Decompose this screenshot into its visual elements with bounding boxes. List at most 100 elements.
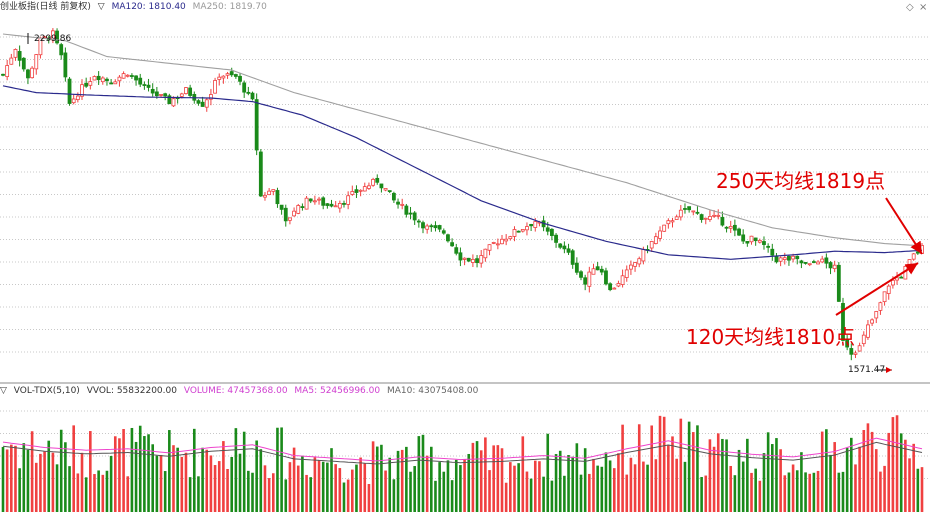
- candle-body: [204, 99, 209, 108]
- volume-bar: [741, 461, 745, 512]
- ma120-annotation: 120天均线1810点: [686, 325, 856, 349]
- volume-bar: [488, 470, 491, 512]
- candle-body: [782, 257, 787, 261]
- volume-bar: [704, 475, 708, 512]
- volume-bar: [746, 438, 749, 512]
- chart-title: 创业板指(日线 前复权): [0, 2, 91, 12]
- volume-bar: [563, 475, 566, 512]
- volume-bar: [604, 452, 608, 512]
- volume-bar: [371, 441, 375, 512]
- volume-bar: [463, 459, 466, 512]
- candle-body: [870, 319, 874, 324]
- volume-bar: [696, 425, 699, 512]
- candle-body: [836, 264, 841, 302]
- volume-bar: [879, 471, 882, 512]
- candle-body: [71, 98, 76, 104]
- volume-bar: [795, 470, 799, 512]
- menu-arrow-icon[interactable]: ▽: [0, 386, 7, 396]
- volume-bar: [596, 465, 599, 512]
- candle-body: [757, 240, 762, 243]
- volume-bar: [172, 445, 175, 512]
- volume-bar: [509, 462, 512, 512]
- candle-body: [737, 228, 741, 236]
- candle-body: [629, 264, 633, 270]
- volume-bar: [209, 455, 213, 512]
- volume-bar: [662, 416, 666, 512]
- candle-body: [853, 352, 858, 355]
- candle-body: [325, 203, 330, 206]
- candle-body: [26, 69, 30, 79]
- candle-body: [350, 191, 355, 195]
- volume-bar: [454, 459, 458, 512]
- candle-body: [1, 73, 5, 76]
- candle-body: [487, 244, 492, 251]
- candle-body: [221, 75, 226, 79]
- candle-body: [849, 348, 854, 355]
- high-price-label: 2299.86: [34, 34, 72, 44]
- candle-body: [421, 222, 425, 229]
- volume-bar: [176, 447, 179, 512]
- candle-body: [583, 277, 588, 285]
- candle-body: [375, 177, 380, 183]
- candle-body: [895, 277, 899, 281]
- candle-body: [616, 283, 621, 287]
- candle-body: [633, 262, 637, 267]
- volume-bar: [72, 425, 75, 512]
- volume-bar: [621, 424, 624, 512]
- volume-bar: [542, 476, 545, 512]
- menu-arrow-icon[interactable]: ▽: [97, 2, 105, 12]
- candle-body: [766, 245, 771, 248]
- volume-bar: [247, 470, 250, 512]
- candle-body: [196, 100, 201, 104]
- volume-bar: [504, 482, 508, 512]
- candle-body: [425, 225, 430, 230]
- candle-body: [88, 81, 93, 86]
- candle-body: [242, 82, 247, 93]
- candle-body: [662, 224, 667, 232]
- candle-body: [907, 259, 912, 268]
- volume-bar: [642, 461, 645, 512]
- candle-body: [105, 78, 109, 82]
- volume-bar: [226, 469, 229, 512]
- volume-bar: [143, 436, 146, 512]
- volume-bar: [22, 443, 26, 512]
- candle-body: [250, 92, 255, 100]
- volume-bar: [729, 465, 733, 512]
- candle-body: [21, 57, 26, 70]
- diamond-icon[interactable]: ◇: [906, 2, 914, 13]
- volume-bar: [334, 464, 337, 512]
- volume-bar: [550, 480, 554, 512]
- volume-bar: [517, 463, 520, 512]
- volume-bar: [492, 445, 495, 512]
- candle-body: [167, 95, 172, 105]
- candle-body: [470, 258, 475, 263]
- candle-body: [774, 255, 779, 263]
- volume-bar: [446, 460, 450, 512]
- volume-bar: [708, 439, 712, 512]
- volume-bar: [908, 458, 911, 512]
- volume-bar: [430, 446, 433, 512]
- candle-body: [163, 93, 168, 97]
- volume-bar: [783, 475, 787, 512]
- volume-header: ▽ VOL-TDX(5,10) VVOL: 55832200.00 VOLUME…: [0, 386, 482, 397]
- volume-bar: [887, 432, 891, 512]
- volume-bar: [808, 473, 812, 512]
- ma5-label: MA5: 52456996.00: [294, 386, 381, 396]
- candle-body: [762, 241, 766, 245]
- volume-bar: [375, 446, 379, 512]
- volume-bar: [30, 431, 34, 512]
- candle-body: [304, 197, 309, 210]
- candle-body: [699, 214, 704, 220]
- volume-bar: [184, 452, 188, 512]
- close-icon[interactable]: ×: [919, 2, 928, 13]
- volume-bar: [367, 484, 371, 512]
- candle-body: [574, 262, 579, 273]
- candle-body: [890, 279, 895, 286]
- candle-body: [130, 75, 134, 77]
- candle-body: [670, 220, 675, 223]
- candle-body: [100, 77, 105, 83]
- volume-bar: [76, 473, 80, 512]
- volume-bar: [84, 477, 88, 512]
- candle-body: [570, 250, 575, 265]
- volume-bar: [180, 456, 184, 512]
